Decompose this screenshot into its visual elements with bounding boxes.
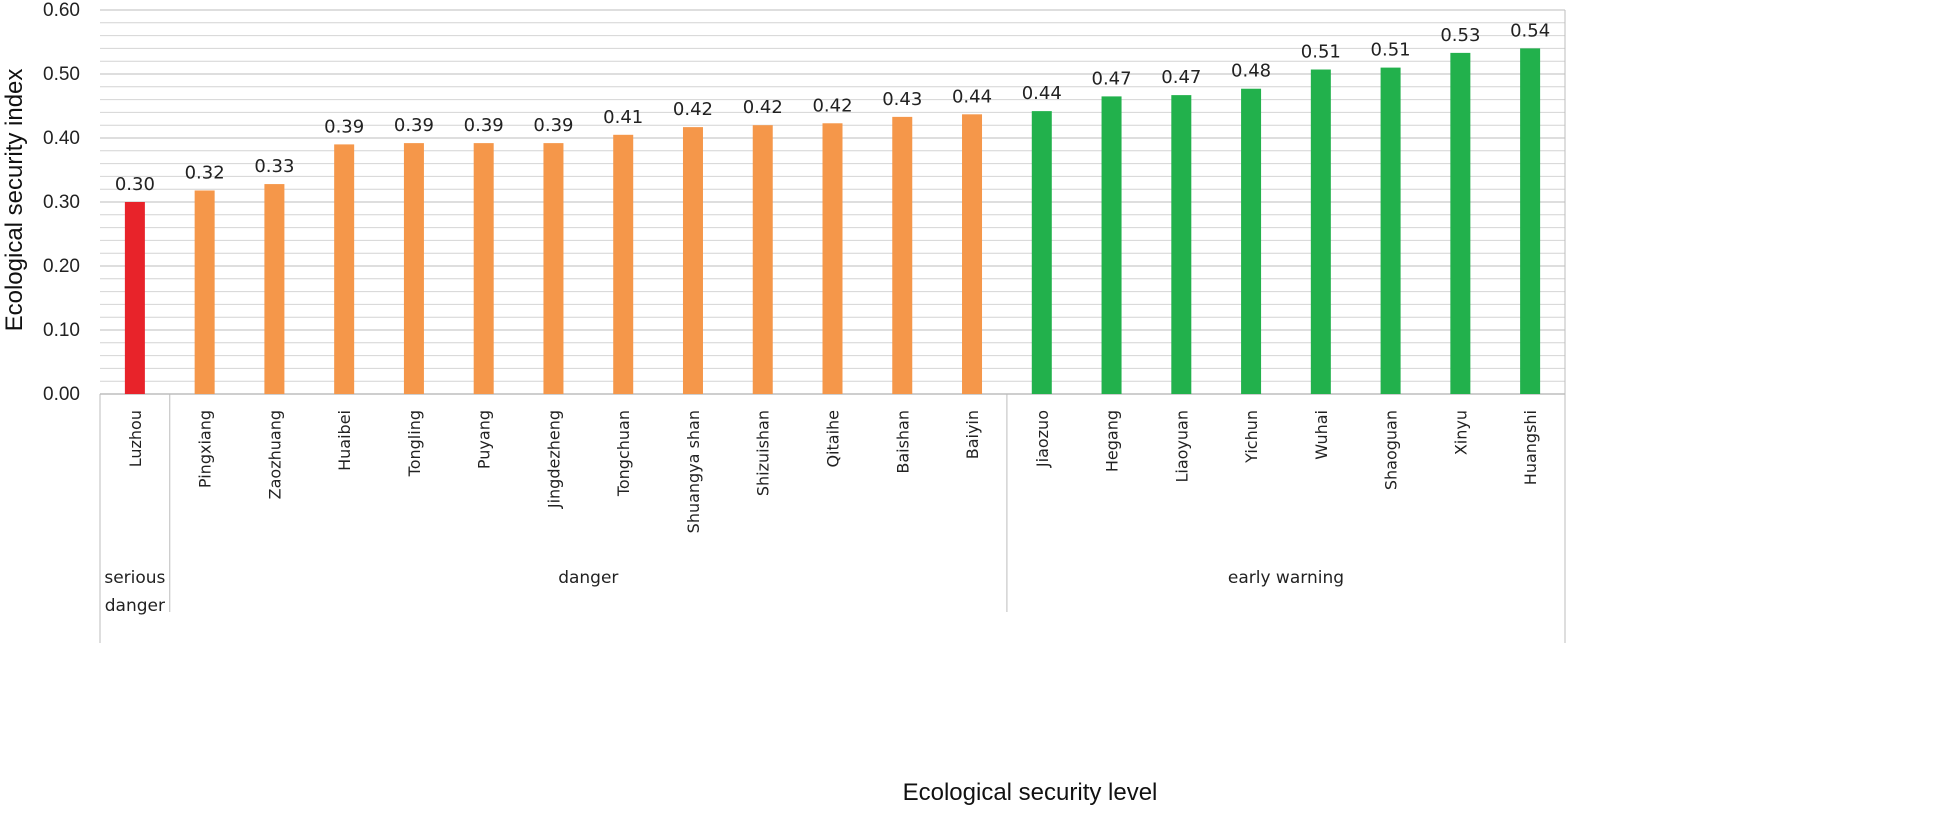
category-label: Xinyu: [1451, 410, 1470, 455]
category-label: Baiyin: [963, 410, 982, 459]
data-label: 0.44: [952, 86, 992, 107]
data-label: 0.47: [1092, 68, 1132, 89]
bar-jingdezheng: [543, 143, 564, 394]
group-label: serious: [104, 568, 165, 588]
category-label: Zaozhuang: [265, 410, 284, 499]
bar-shizuishan: [752, 125, 773, 394]
data-label: 0.39: [394, 115, 434, 136]
bar-tongchuan: [613, 134, 634, 395]
bar-yichun: [1241, 88, 1262, 394]
data-label: 0.42: [673, 99, 713, 120]
group-axis: serious danger danger early warning: [104, 394, 1344, 616]
category-label: Luzhou: [126, 410, 145, 467]
category-labels: Luzhou Pingxiang Zaozhuang Huaibei Tongling P…: [126, 410, 1540, 533]
bar-liaoyuan: [1171, 95, 1192, 395]
data-label: 0.54: [1510, 20, 1550, 41]
category-label: Jiaozuo: [1033, 410, 1052, 468]
bar-huaibei: [334, 144, 355, 394]
category-label: Huaibei: [335, 410, 354, 471]
category-label: Huangshi: [1521, 410, 1540, 485]
category-label: Liaoyuan: [1172, 410, 1191, 483]
category-label: Shaoguan: [1382, 410, 1401, 490]
y-tick-label: 0.60: [43, 0, 80, 21]
category-label: Jingdezheng: [544, 410, 563, 509]
group-label: danger: [105, 596, 165, 616]
bar-huangshi: [1520, 48, 1541, 395]
category-label: Wuhai: [1312, 410, 1331, 460]
category-label: Shuangya shan: [684, 410, 703, 533]
y-tick-label: 0.40: [43, 128, 80, 149]
bar-qitaihe: [822, 123, 843, 394]
bar-wuhai: [1310, 69, 1331, 395]
bar-baiyin: [962, 114, 983, 394]
bar-luzhou: [124, 202, 145, 394]
y-tick-label: 0.10: [43, 320, 80, 341]
y-axis-title: Ecological security index: [1, 69, 28, 332]
bar-tongling: [403, 143, 424, 394]
bar-hegang: [1101, 96, 1122, 395]
bar-xinyu: [1450, 52, 1471, 394]
category-label: Pingxiang: [196, 410, 215, 488]
group-label: early warning: [1228, 568, 1344, 588]
y-axis-ticks: 0.00 0.10 0.20 0.30 0.40 0.50 0.60: [43, 0, 80, 405]
category-label: Tongling: [405, 410, 424, 477]
category-label: Baishan: [893, 410, 912, 474]
bar-pingxiang: [194, 190, 215, 394]
category-label: Tongchuan: [614, 410, 633, 497]
category-label: Shizuishan: [754, 410, 773, 496]
data-label: 0.42: [812, 95, 852, 116]
data-label: 0.48: [1231, 61, 1271, 82]
bar-puyang: [473, 143, 494, 394]
y-tick-label: 0.00: [43, 384, 80, 405]
bars: [124, 48, 1541, 395]
data-label: 0.51: [1371, 40, 1411, 61]
x-axis-title: Ecological security level: [903, 779, 1158, 806]
y-tick-label: 0.20: [43, 256, 80, 277]
category-label: Puyang: [475, 410, 494, 469]
category-label: Qitaihe: [824, 410, 843, 468]
data-label: 0.47: [1161, 67, 1201, 88]
data-label: 0.39: [464, 115, 504, 136]
data-label: 0.39: [324, 116, 364, 137]
y-tick-label: 0.50: [43, 64, 80, 85]
bar-shaoguan: [1380, 67, 1401, 394]
data-label: 0.30: [115, 174, 155, 195]
bar-baishan: [892, 116, 913, 394]
data-label: 0.44: [1022, 83, 1062, 104]
data-label: 0.33: [254, 156, 294, 177]
y-tick-label: 0.30: [43, 192, 80, 213]
bar-zaozhuang: [264, 184, 285, 394]
data-label: 0.43: [882, 89, 922, 110]
bar-jiaozuo: [1031, 111, 1052, 395]
data-label: 0.42: [743, 97, 783, 118]
data-label: 0.41: [603, 107, 643, 128]
data-label: 0.39: [533, 115, 573, 136]
category-label: Yichun: [1242, 410, 1261, 464]
data-label: 0.51: [1301, 42, 1341, 63]
data-label: 0.32: [185, 162, 225, 183]
category-label: Hegang: [1103, 410, 1122, 472]
data-labels: 0.30 0.32 0.33 0.39 0.39 0.39 0.39 0.41 0.42 0.42…: [115, 20, 1550, 195]
data-label: 0.53: [1440, 25, 1480, 46]
bar-shuangya-shan: [682, 127, 703, 395]
group-label: danger: [558, 568, 618, 588]
